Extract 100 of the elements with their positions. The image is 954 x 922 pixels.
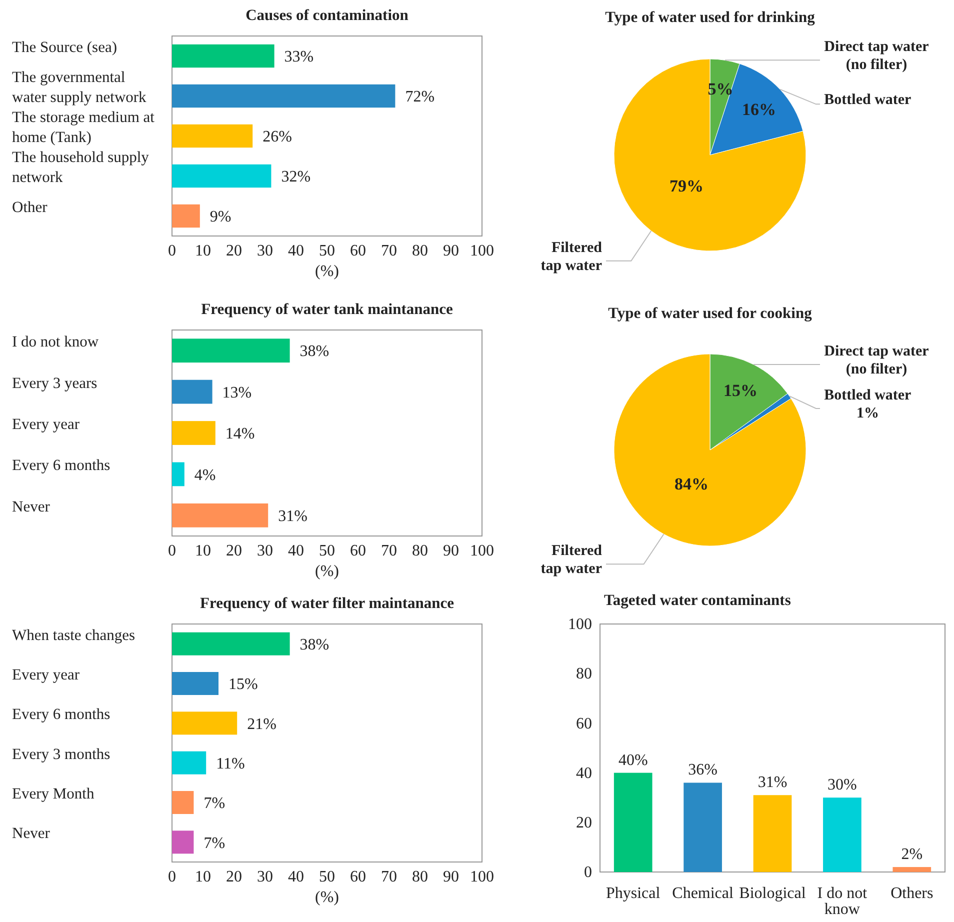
x-tick-label: 0 xyxy=(168,542,176,560)
slice-label: Filtered tap water xyxy=(540,543,603,578)
data-label: 7% xyxy=(204,834,226,852)
y-tick-label: The governmental water supply network xyxy=(12,69,147,106)
bar xyxy=(172,164,272,188)
slice-label: Bottled water xyxy=(824,387,912,404)
bar xyxy=(172,503,268,528)
x-tick-label: 70 xyxy=(381,242,397,260)
y-tick-label: 60 xyxy=(576,715,592,732)
data-label: 15% xyxy=(724,381,758,400)
data-label: 31% xyxy=(758,774,788,792)
chart-title: Causes of contamination xyxy=(246,7,409,24)
data-label: 26% xyxy=(262,128,292,146)
slice-label: Bottled water xyxy=(824,92,912,108)
bar xyxy=(172,84,396,108)
data-label: 15% xyxy=(228,676,258,694)
y-tick-label: Every 3 months xyxy=(12,746,110,763)
x-tick-label: 100 xyxy=(470,242,494,260)
x-tick-label: 50 xyxy=(319,868,335,886)
y-tick-label: The household supply network xyxy=(12,149,150,186)
y-tick-label: When taste changes xyxy=(12,626,136,644)
bar xyxy=(172,830,194,854)
bar xyxy=(172,462,184,486)
y-tick-label: 80 xyxy=(576,666,592,683)
x-tick-label: 10 xyxy=(195,868,211,886)
pie-slice xyxy=(614,354,806,546)
y-tick-label: Every Month xyxy=(12,786,94,802)
x-tick-label: 60 xyxy=(350,242,366,260)
data-label: 40% xyxy=(618,752,648,769)
chart-title: Frequency of water tank maintanance xyxy=(201,301,453,318)
bar xyxy=(753,795,792,872)
bar xyxy=(172,672,218,696)
y-tick-label: Every 3 years xyxy=(12,374,98,392)
x-tick-label: 50 xyxy=(319,242,335,260)
data-label: 36% xyxy=(688,762,718,779)
bar xyxy=(172,751,206,774)
x-tick-label: 70 xyxy=(381,542,397,560)
y-tick-label: I do not know xyxy=(12,334,100,351)
x-tick-label: 30 xyxy=(257,542,273,560)
bar xyxy=(823,798,862,872)
data-label: 9% xyxy=(210,208,232,226)
y-tick-label: 40 xyxy=(576,764,592,782)
bar xyxy=(172,712,238,735)
chart-title: Tageted water contaminants xyxy=(604,592,791,609)
y-tick-label: 20 xyxy=(576,814,592,832)
x-tick-label: Chemical xyxy=(672,885,734,902)
data-label: 7% xyxy=(204,795,226,812)
chart-title: Frequency of water filter maintanance xyxy=(200,595,454,612)
data-label: 84% xyxy=(674,474,708,494)
data-label: 38% xyxy=(300,343,330,360)
y-tick-label: Every year xyxy=(12,416,80,433)
x-tick-label: 90 xyxy=(443,868,459,886)
x-tick-label: I do not know xyxy=(817,885,868,918)
x-tick-label: 40 xyxy=(288,242,304,260)
pie-slice xyxy=(614,58,806,252)
x-tick-label: 30 xyxy=(257,868,273,886)
x-tick-label: 0 xyxy=(168,242,176,260)
x-tick-label: 100 xyxy=(470,542,494,560)
data-label: 30% xyxy=(828,776,857,794)
data-label: 11% xyxy=(216,755,245,772)
x-tick-label: 60 xyxy=(350,868,366,886)
bar xyxy=(172,632,290,656)
x-tick-label: Others xyxy=(890,885,934,902)
data-label: 31% xyxy=(278,508,308,525)
bar xyxy=(892,867,932,872)
bar xyxy=(172,380,212,404)
y-tick-label: Never xyxy=(12,498,51,516)
bar xyxy=(684,782,722,872)
x-tick-label: 10 xyxy=(195,542,211,560)
y-tick-label: 100 xyxy=(568,616,592,634)
data-label: 38% xyxy=(300,636,330,654)
y-tick-label: The Source (sea) xyxy=(12,39,118,56)
x-tick-label: 100 xyxy=(470,868,494,886)
chart-title: Type of water used for cooking xyxy=(608,305,812,322)
x-tick-label: 0 xyxy=(168,868,176,886)
x-tick-label: 60 xyxy=(350,542,366,560)
x-tick-label: 50 xyxy=(319,542,335,560)
data-label: 1% xyxy=(856,405,879,422)
x-tick-label: 20 xyxy=(226,242,242,260)
slice-label: Direct tap water (no filter) xyxy=(824,39,930,74)
x-tick-label: 10 xyxy=(195,242,211,260)
data-label: 16% xyxy=(742,100,776,119)
data-label: 14% xyxy=(225,426,255,443)
x-tick-label: 20 xyxy=(226,868,242,886)
bar xyxy=(172,44,274,68)
y-tick-label: Every 6 months xyxy=(12,457,110,474)
data-label: 21% xyxy=(247,716,276,733)
y-tick-label: The storage medium at home (Tank) xyxy=(12,109,156,146)
x-tick-label: 80 xyxy=(412,242,428,260)
y-tick-label: Never xyxy=(12,825,51,842)
x-tick-label: 40 xyxy=(288,868,304,886)
data-label: 2% xyxy=(901,846,923,864)
bar xyxy=(172,204,200,228)
chart-title: Type of water used for drinking xyxy=(605,9,816,26)
x-tick-label: 30 xyxy=(257,242,273,260)
x-tick-label: 40 xyxy=(288,542,304,560)
slice-label: Filtered tap water xyxy=(540,240,603,274)
x-tick-label: Physical xyxy=(606,885,661,902)
x-tick-label: Biological xyxy=(739,885,806,902)
y-tick-label: Every year xyxy=(12,666,80,684)
